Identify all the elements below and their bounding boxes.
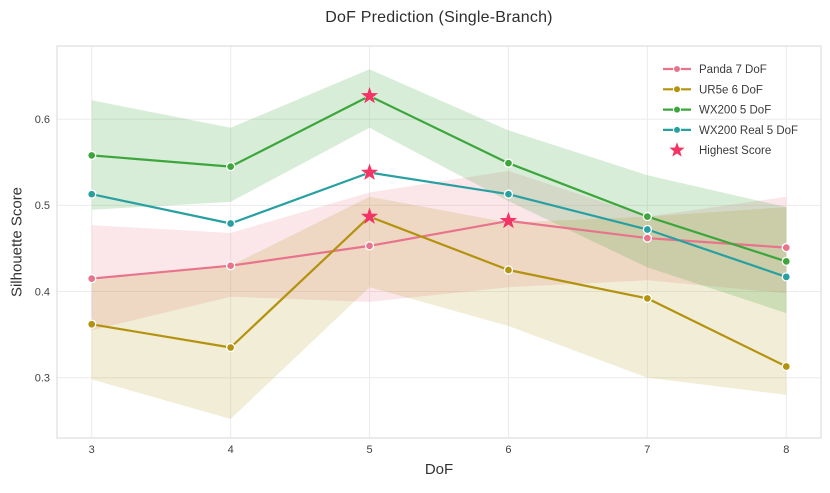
y-tick-label: 0.3 — [35, 372, 50, 384]
data-point-marker — [642, 224, 653, 235]
data-point-marker — [781, 256, 791, 267]
series-line — [90, 215, 788, 368]
highest-score-star — [360, 207, 379, 224]
data-point-marker — [503, 265, 514, 275]
legend-marker-dot — [673, 85, 681, 94]
data-point-marker — [225, 342, 236, 353]
confidence-band — [91, 170, 787, 331]
confidence-band — [91, 196, 787, 419]
data-point-marker — [364, 241, 375, 251]
x-tick-label: 6 — [505, 444, 511, 456]
series-line — [90, 171, 788, 278]
legend-label: Highest Score — [699, 145, 771, 157]
data-point-marker — [503, 189, 514, 199]
highest-score-star — [499, 211, 518, 229]
confidence-band — [91, 69, 787, 314]
highest-score-star — [360, 163, 379, 180]
data-point-marker — [642, 293, 653, 304]
y-tick-label: 0.4 — [35, 286, 50, 298]
series-line — [90, 94, 788, 263]
x-tick-label: 3 — [89, 444, 95, 456]
x-tick-label: 7 — [644, 444, 650, 456]
plot-border — [56, 45, 822, 439]
data-point-marker — [225, 261, 236, 271]
legend-label: UR5e 6 DoF — [699, 84, 763, 96]
data-point-marker — [503, 158, 514, 168]
legend-label: WX200 5 DoF — [699, 105, 771, 117]
legend-marker-dot — [673, 65, 681, 73]
data-point-marker — [225, 218, 236, 229]
data-point-marker — [87, 273, 97, 284]
data-point-marker — [87, 319, 97, 329]
data-point-marker — [642, 233, 653, 243]
data-point-marker — [87, 189, 97, 199]
data-point-marker — [781, 361, 791, 372]
data-point-marker — [225, 161, 236, 172]
x-tick-label: 8 — [783, 444, 789, 456]
data-point-marker — [642, 211, 653, 222]
data-point-marker — [781, 272, 791, 282]
data-point-marker — [781, 242, 791, 253]
legend-label: Panda 7 DoF — [699, 64, 767, 76]
y-tick-label: 0.5 — [35, 200, 50, 212]
chart-title: DoF Prediction (Single-Branch) — [325, 9, 553, 26]
legend-marker-dot — [673, 125, 681, 134]
series-line — [90, 219, 788, 280]
legend-marker-dot — [673, 105, 681, 114]
y-tick-label: 0.6 — [35, 114, 50, 126]
x-tick-label: 5 — [366, 444, 372, 456]
x-tick-label: 4 — [228, 444, 234, 456]
x-axis-label: DoF — [424, 461, 454, 478]
data-point-marker — [87, 150, 97, 161]
legend-marker-star — [669, 142, 685, 157]
legend-label: WX200 Real 5 DoF — [699, 125, 798, 137]
y-axis-label: Silhouette Score — [8, 186, 26, 298]
highest-score-star — [360, 86, 379, 104]
